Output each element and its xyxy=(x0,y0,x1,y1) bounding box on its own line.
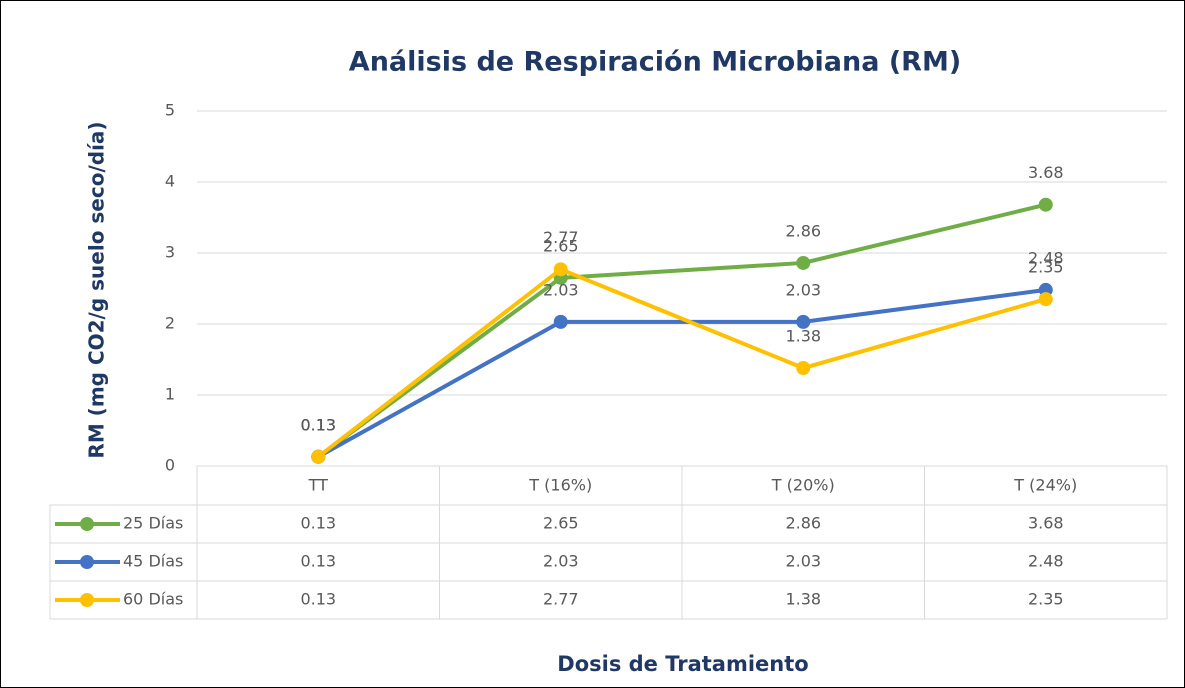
data-label: 0.13 xyxy=(300,415,336,434)
y-tick-label: 4 xyxy=(165,172,175,191)
x-tick-label: T (16%) xyxy=(528,476,592,495)
point xyxy=(1038,292,1053,307)
table-cell: 2.03 xyxy=(785,552,821,571)
point xyxy=(553,314,568,329)
legend-key xyxy=(80,555,94,569)
data-label: 2.86 xyxy=(785,221,821,240)
y-tick-label: 3 xyxy=(165,243,175,262)
point xyxy=(796,255,811,270)
data-label: 3.68 xyxy=(1028,163,1064,182)
chart-title: Análisis de Respiración Microbiana (RM) xyxy=(349,47,961,78)
table-cell: 2.03 xyxy=(543,552,579,571)
point xyxy=(553,262,568,277)
table-cell: 2.48 xyxy=(1028,552,1064,571)
y-tick-label: 2 xyxy=(165,314,175,333)
data-label: 2.35 xyxy=(1028,258,1064,277)
y-tick-label: 5 xyxy=(165,101,175,120)
series-line xyxy=(317,287,1047,459)
point xyxy=(311,449,326,464)
table-cell: 0.13 xyxy=(300,552,336,571)
table-cell: 2.65 xyxy=(543,514,579,533)
legend-label: 60 Días xyxy=(123,590,183,609)
data-label: 2.03 xyxy=(543,280,579,299)
x-tick-label: T (20%) xyxy=(771,476,835,495)
series-line xyxy=(317,202,1047,459)
point xyxy=(796,314,811,329)
x-tick-label: TT xyxy=(308,476,328,495)
y-axis-label: RM (mg CO2/g suelo seco/día) xyxy=(85,121,109,458)
data-label: 0.13 xyxy=(300,415,336,434)
legend-key xyxy=(80,593,94,607)
table-cell: 2.77 xyxy=(543,590,579,609)
data-label: 1.38 xyxy=(785,327,821,346)
point xyxy=(1038,197,1053,212)
legend-label: 45 Días xyxy=(123,552,183,571)
table-cell: 3.68 xyxy=(1028,514,1064,533)
legend-label: 25 Días xyxy=(123,514,183,533)
data-label: 2.77 xyxy=(543,228,579,247)
table-cell: 2.86 xyxy=(785,514,821,533)
table-cell: 2.35 xyxy=(1028,590,1064,609)
x-axis-label: Dosis de Tratamiento xyxy=(557,652,808,676)
y-tick-label: 0 xyxy=(165,456,175,475)
x-tick-label: T (24%) xyxy=(1013,476,1077,495)
table-cell: 0.13 xyxy=(300,514,336,533)
legend-key xyxy=(80,517,94,531)
table-cell: 1.38 xyxy=(785,590,821,609)
data-label: 0.13 xyxy=(300,415,336,434)
data-label: 2.03 xyxy=(785,280,821,299)
data-label: 2.65 xyxy=(543,236,579,255)
y-tick-label: 1 xyxy=(165,385,175,404)
series-line xyxy=(317,267,1047,459)
table-cell: 0.13 xyxy=(300,590,336,609)
point xyxy=(796,361,811,376)
data-label: 2.48 xyxy=(1028,248,1064,267)
